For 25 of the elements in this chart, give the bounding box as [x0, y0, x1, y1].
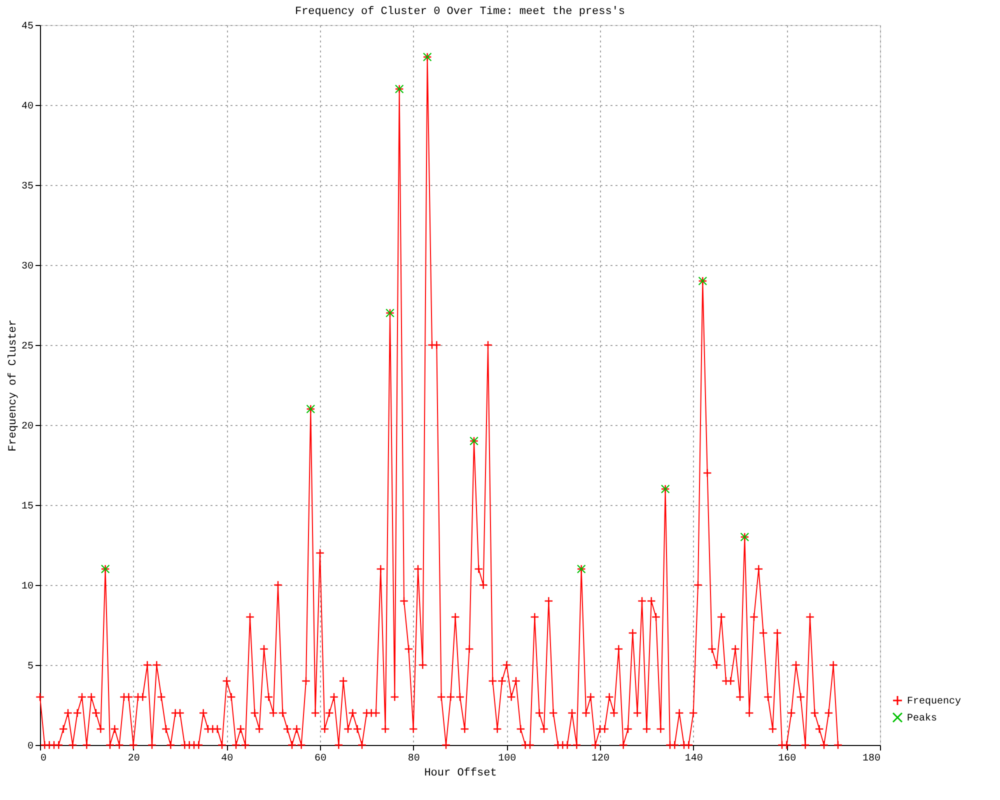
x-tick-label: 20	[128, 754, 140, 764]
x-axis-title: Hour Offset	[424, 768, 497, 780]
legend-label: Peaks	[907, 712, 938, 724]
x-tick-label: 40	[221, 754, 234, 764]
y-tick-label: 20	[21, 422, 34, 432]
y-axis-title: Frequency of Cluster	[8, 319, 20, 452]
x-tick-label: 160	[778, 754, 796, 764]
y-tick-label: 10	[21, 582, 34, 592]
y-tick-label: 45	[21, 22, 34, 32]
x-tick-label: 80	[408, 754, 420, 764]
y-tick-label: 35	[21, 182, 34, 192]
x-tick-label: 120	[591, 754, 610, 764]
y-tick-label: 0	[27, 742, 34, 752]
y-tick-label: 25	[21, 342, 34, 352]
x-tick-label: 180	[862, 754, 880, 764]
x-tick-label: 100	[498, 754, 516, 764]
chart-title: Frequency of Cluster 0 Over Time: meet the press's	[294, 6, 626, 18]
x-tick-label: 140	[684, 754, 703, 764]
x-tick-label: 0	[40, 754, 47, 764]
y-tick-label: 40	[21, 102, 34, 112]
y-tick-label: 15	[21, 502, 34, 512]
legend-label: Frequency	[907, 696, 962, 708]
x-tick-label: 60	[314, 754, 327, 764]
y-tick-label: 30	[21, 262, 34, 272]
y-tick-label: 5	[27, 662, 34, 672]
